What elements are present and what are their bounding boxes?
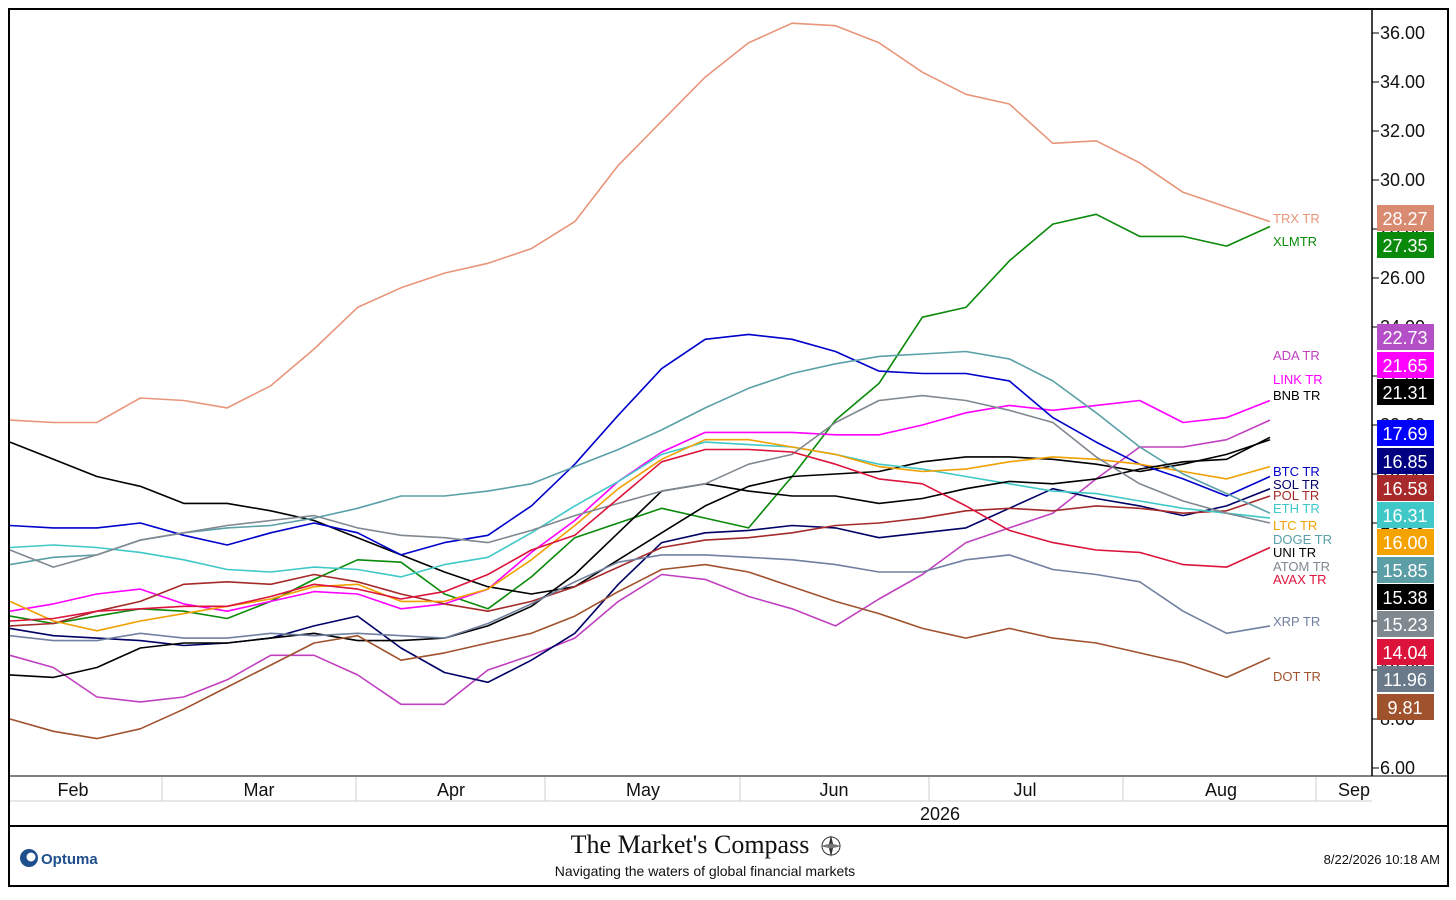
series-line [9, 436, 1271, 679]
series-end-label: LINK TR [1273, 372, 1323, 387]
series-end-label: LTC TR [1273, 518, 1317, 533]
series-line [9, 438, 1271, 595]
value-box [1377, 639, 1434, 665]
value-box [1377, 475, 1434, 501]
value-box [1377, 584, 1434, 610]
series-end-label: ATOM TR [1273, 559, 1330, 574]
series-line [9, 563, 1271, 740]
value-box-label: 22.73 [1382, 328, 1427, 348]
x-axis: Feb Mar Apr May Jun Jul Aug Sep [57, 777, 1370, 801]
value-box [1377, 448, 1434, 474]
value-box-label: 16.85 [1382, 452, 1427, 472]
value-boxes: 28.27 27.35 22.73 21.65 21.31 17.69 16.85 16.58… [1377, 205, 1434, 720]
value-box-label: 17.69 [1382, 424, 1427, 444]
value-box-label: 9.81 [1387, 698, 1422, 718]
year-label: 2026 [920, 804, 960, 824]
value-box-label: 16.31 [1382, 506, 1427, 526]
series-line [9, 350, 1271, 566]
series-line [9, 441, 1271, 578]
series-line [9, 22, 1271, 424]
series-lines [9, 22, 1271, 740]
y-tick-label: 36.00 [1380, 23, 1425, 43]
y-tick-label: 30.00 [1380, 170, 1425, 190]
value-box-label: 15.38 [1382, 588, 1427, 608]
value-box [1377, 352, 1434, 378]
value-box [1377, 666, 1434, 692]
value-box-label: 15.85 [1382, 561, 1427, 581]
series-end-label: XRP TR [1273, 614, 1320, 629]
value-box [1377, 420, 1434, 446]
value-box [1377, 557, 1434, 583]
x-tick-label: Jun [819, 780, 848, 800]
value-box-label: 16.00 [1382, 533, 1427, 553]
series-line [9, 438, 1271, 632]
x-tick-label: Feb [57, 780, 88, 800]
series-end-label: DOGE TR [1273, 532, 1332, 547]
series-end-label: POL TR [1273, 488, 1319, 503]
outer-border [8, 8, 1449, 887]
value-box [1377, 694, 1434, 720]
value-box-label: 15.23 [1382, 615, 1427, 635]
series-line [9, 495, 1271, 627]
x-tick-label: May [626, 780, 660, 800]
series-end-label: BNB TR [1273, 388, 1320, 403]
footer-title: The Market's Compass [571, 830, 810, 859]
value-box-label: 14.04 [1382, 643, 1427, 663]
y-tick-label: 26.00 [1380, 268, 1425, 288]
value-box-label: 16.58 [1382, 479, 1427, 499]
y-tick-label: 6.00 [1380, 758, 1415, 778]
y-tick-label: 34.00 [1380, 72, 1425, 92]
series-end-label: TRX TR [1273, 211, 1320, 226]
compass-icon [820, 835, 842, 857]
series-end-label: AVAX TR [1273, 572, 1326, 587]
series-line [9, 333, 1271, 556]
value-box-label: 21.31 [1382, 383, 1427, 403]
value-box-label: 28.27 [1382, 209, 1427, 229]
series-end-label: SOL TR [1273, 477, 1319, 492]
value-box [1377, 232, 1434, 258]
value-box [1377, 379, 1434, 405]
x-tick-label: Mar [244, 780, 275, 800]
footer-timestamp: 8/22/2026 10:18 AM [1324, 852, 1440, 867]
series-line [9, 554, 1271, 642]
series-line [9, 448, 1271, 622]
series-end-label: UNI TR [1273, 545, 1316, 560]
value-box-label: 27.35 [1382, 236, 1427, 256]
series-line [9, 394, 1271, 568]
y-tick-label: 32.00 [1380, 121, 1425, 141]
series-end-label: BTC TR [1273, 464, 1320, 479]
value-box [1377, 529, 1434, 555]
value-box [1377, 611, 1434, 637]
x-tick-label: Sep [1338, 780, 1370, 800]
series-end-label: ETH TR [1273, 501, 1320, 516]
value-box [1377, 205, 1434, 231]
series-line [9, 399, 1271, 613]
x-tick-label: Apr [437, 780, 465, 800]
footer-subtitle: Navigating the waters of global financia… [555, 863, 855, 879]
value-box-label: 11.96 [1383, 670, 1427, 690]
value-box-label: 21.65 [1382, 356, 1427, 376]
x-tick-label: Jul [1013, 780, 1036, 800]
value-box [1377, 502, 1434, 528]
x-tick-label: Aug [1205, 780, 1237, 800]
series-end-label: ADA TR [1273, 348, 1320, 363]
series-line [9, 213, 1271, 625]
series-line [9, 419, 1271, 706]
value-box [1377, 324, 1434, 350]
optuma-logo-text: Optuma [41, 851, 98, 868]
series-end-label: DOT TR [1273, 669, 1321, 684]
series-end-label: XLMTR [1273, 234, 1317, 249]
optuma-logo: Optuma [20, 849, 98, 868]
